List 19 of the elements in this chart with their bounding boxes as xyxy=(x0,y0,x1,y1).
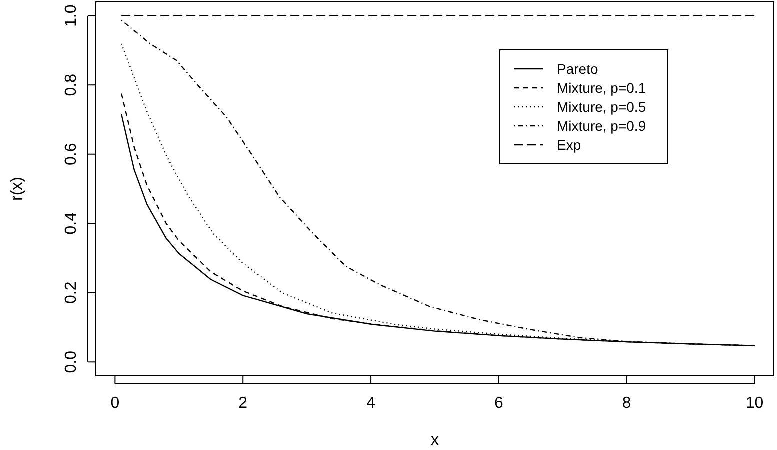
x-tick-label: 2 xyxy=(238,395,248,412)
y-tick-label: 0.2 xyxy=(63,282,80,304)
legend-label: Pareto xyxy=(557,61,598,77)
y-tick-label: 1.0 xyxy=(63,4,80,27)
legend-label: Mixture, p=0.5 xyxy=(557,99,646,115)
legend-label: Mixture, p=0.9 xyxy=(557,118,646,134)
x-axis-title: x xyxy=(431,432,439,449)
y-tick-label: 0.4 xyxy=(63,212,80,235)
y-tick-label: 0.6 xyxy=(63,143,80,166)
x-tick-label: 0 xyxy=(110,395,120,412)
y-tick-label: 0.8 xyxy=(63,74,80,96)
x-tick-label: 4 xyxy=(366,395,376,412)
y-axis-title: r(x) xyxy=(9,177,26,201)
x-tick-label: 6 xyxy=(494,395,504,412)
x-tick-label: 10 xyxy=(746,395,764,412)
legend-label: Exp xyxy=(557,137,582,153)
x-tick-label: 8 xyxy=(622,395,632,412)
legend-label: Mixture, p=0.1 xyxy=(557,80,646,96)
y-tick-label: 0.0 xyxy=(63,350,80,374)
